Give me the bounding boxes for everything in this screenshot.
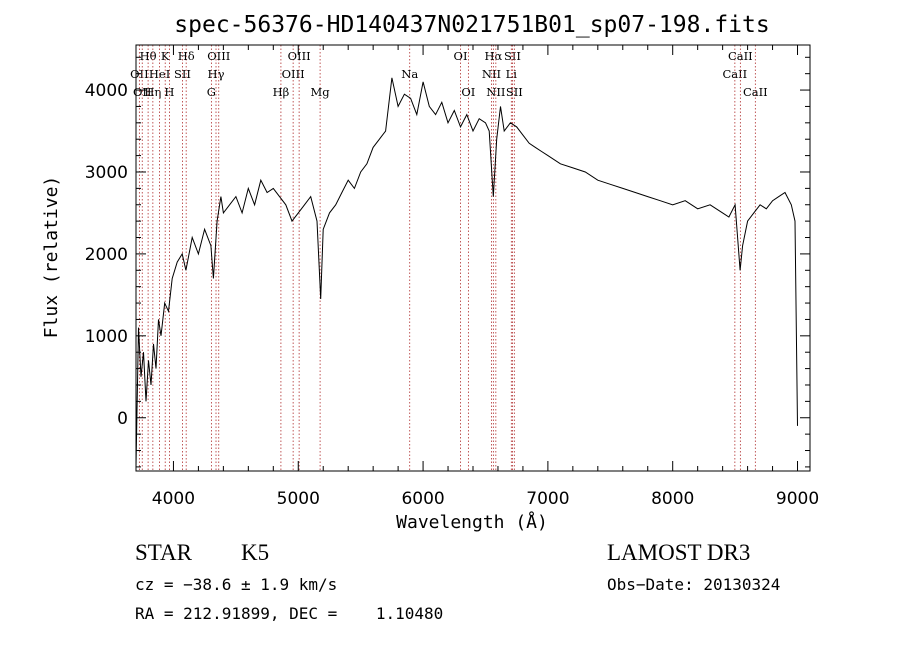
y-axis-label: Flux (relative): [41, 176, 62, 339]
x-tick-label-9000: 9000: [776, 489, 819, 509]
line-label-27: CaII: [743, 85, 768, 99]
line-label-12: Hβ: [273, 85, 290, 99]
line-label-16: Na: [401, 67, 418, 81]
line-label-18: OI: [461, 85, 475, 99]
y-tick-label-3000: 3000: [85, 163, 128, 183]
line-label-24: SII: [506, 85, 523, 99]
y-axis-ticks: 0 1000 2000 3000 4000: [85, 56, 810, 468]
line-label-19: NII: [482, 67, 501, 81]
line-label-5: K: [161, 49, 170, 63]
redshift-cz: cz = −38.6 ± 1.9 km/s: [135, 575, 338, 594]
y-tick-label-0: 0: [117, 409, 128, 429]
coordinates-ra-dec: RA = 212.91899, DEC = 1.10480: [135, 604, 444, 623]
plot-frame: [135, 44, 811, 472]
x-tick-label-7000: 7000: [526, 489, 569, 509]
x-axis-ticks: 4000 5000 6000 7000 8000 9000: [152, 45, 819, 509]
x-tick-label-4000: 4000: [152, 489, 195, 509]
line-label-1: OII: [133, 85, 152, 99]
line-label-17: OI: [454, 49, 468, 63]
chart-title: spec-56376-HD140437N021751B01_sp07-198.f…: [174, 12, 769, 38]
line-label-21: NII: [486, 85, 505, 99]
x-tick-label-8000: 8000: [651, 489, 694, 509]
line-label-25: CaII: [722, 67, 747, 81]
line-label-26: CaII: [728, 49, 753, 63]
x-tick-label-6000: 6000: [401, 489, 444, 509]
line-label-9: G: [207, 85, 216, 99]
observation-date: Obs−Date: 20130324: [607, 575, 781, 594]
line-label-7: SII: [174, 67, 191, 81]
line-label-22: Li: [506, 67, 518, 81]
line-label-2: Hθ: [140, 49, 157, 63]
y-tick-label-2000: 2000: [85, 245, 128, 265]
line-label-13: OIII: [282, 67, 305, 81]
y-tick-label-4000: 4000: [85, 81, 128, 101]
line-label-23: SII: [504, 49, 521, 63]
x-tick-label-5000: 5000: [277, 489, 320, 509]
x-axis-label: Wavelength (Å): [396, 511, 548, 533]
line-label-4: HeI: [149, 67, 170, 81]
line-label-20: Hα: [484, 49, 502, 63]
y-tick-label-1000: 1000: [85, 327, 128, 347]
spectrum-series: [135, 77, 798, 467]
line-label-11: OIII: [207, 49, 230, 63]
object-subclass: K5: [241, 540, 270, 565]
spectrum-line-0: [135, 77, 798, 467]
line-label-15: Mg: [311, 85, 331, 99]
line-label-3: Hη: [144, 85, 161, 99]
spectral-line-markers: OIIOIIHθHηHeIKHSIIHδGHγOIIIHβOIIIOIIIMgN…: [130, 45, 768, 471]
line-label-6: H: [164, 85, 174, 99]
object-class: STAR: [135, 540, 192, 565]
line-label-14: OIII: [288, 49, 311, 63]
line-label-10: Hγ: [208, 67, 225, 81]
survey-name: LAMOST DR3: [607, 540, 751, 565]
line-label-8: Hδ: [178, 49, 195, 63]
